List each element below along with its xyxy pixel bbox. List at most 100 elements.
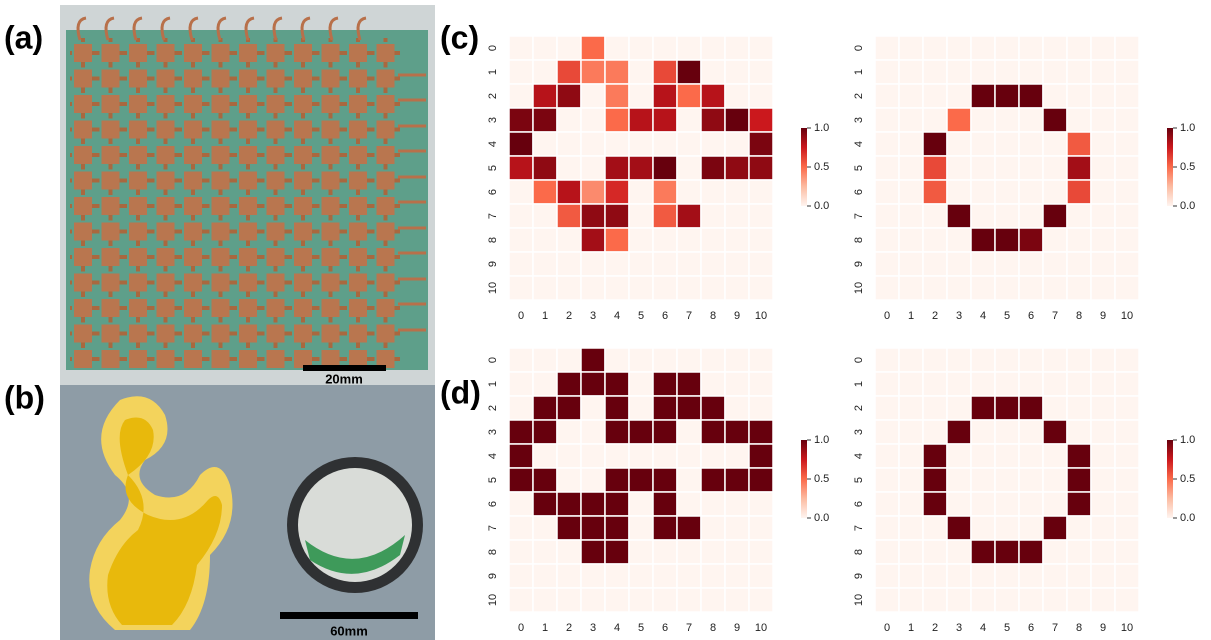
heatmap-cell bbox=[533, 492, 557, 516]
heatmap-cell bbox=[1067, 204, 1091, 228]
heatmap-cell bbox=[629, 228, 653, 252]
heatmap-cell bbox=[677, 276, 701, 300]
heatmap-cell bbox=[971, 348, 995, 372]
heatmap-cell bbox=[923, 180, 947, 204]
heatmap-cell bbox=[509, 540, 533, 564]
heatmap-cell bbox=[971, 468, 995, 492]
heatmap-cell bbox=[923, 372, 947, 396]
heatmap-cell bbox=[995, 396, 1019, 420]
heatmap-cell bbox=[1067, 372, 1091, 396]
heatmap-cell bbox=[533, 36, 557, 60]
heatmap-cell bbox=[725, 372, 749, 396]
heatmap-cell bbox=[509, 516, 533, 540]
heatmap-cell bbox=[605, 276, 629, 300]
heatmap-cell bbox=[899, 372, 923, 396]
heatmap-cell bbox=[923, 444, 947, 468]
heatmap-cell bbox=[533, 84, 557, 108]
heatmap-cell bbox=[701, 132, 725, 156]
heatmap-cell bbox=[509, 36, 533, 60]
heatmap-cell bbox=[923, 348, 947, 372]
heatmap-cell bbox=[899, 540, 923, 564]
colorbar-tick-label: 0.5 bbox=[814, 473, 829, 485]
heatmap-cell bbox=[629, 252, 653, 276]
heatmap-cell bbox=[533, 108, 557, 132]
heatmap-cell bbox=[923, 420, 947, 444]
heatmap-cell bbox=[947, 132, 971, 156]
heatmap-cell bbox=[749, 180, 773, 204]
heatmap-cell bbox=[1115, 228, 1139, 252]
heatmap-cell bbox=[557, 108, 581, 132]
x-tick-label: 9 bbox=[1100, 622, 1106, 634]
heatmap-cell bbox=[557, 372, 581, 396]
heatmap-cell bbox=[923, 540, 947, 564]
heatmap-cell bbox=[533, 564, 557, 588]
heatmap-cell bbox=[677, 420, 701, 444]
heatmap-cell bbox=[899, 588, 923, 612]
heatmap-cell bbox=[875, 492, 899, 516]
y-tick-label: 4 bbox=[853, 453, 865, 459]
heatmap-cell bbox=[1067, 492, 1091, 516]
heatmap-cell bbox=[947, 60, 971, 84]
heatmap-cell bbox=[1043, 276, 1067, 300]
heatmap-cell bbox=[1043, 372, 1067, 396]
heatmap-cell bbox=[677, 180, 701, 204]
y-tick-label: 10 bbox=[853, 282, 865, 294]
heatmap-cell bbox=[923, 588, 947, 612]
heatmap-cell bbox=[605, 156, 629, 180]
heatmap-cell bbox=[725, 84, 749, 108]
heatmap-cell bbox=[653, 84, 677, 108]
heatmap-cell bbox=[557, 204, 581, 228]
heatmap-cell bbox=[899, 444, 923, 468]
heatmap-cell bbox=[509, 180, 533, 204]
heatmap-cell bbox=[1115, 588, 1139, 612]
heatmap-cell bbox=[557, 468, 581, 492]
heatmap-cell bbox=[923, 276, 947, 300]
heatmap-cell bbox=[581, 492, 605, 516]
heatmap-cell bbox=[875, 588, 899, 612]
heatmap-cell bbox=[899, 156, 923, 180]
heatmap-cell bbox=[1115, 396, 1139, 420]
heatmap-cell bbox=[677, 492, 701, 516]
colorbar-tick-label: 0.0 bbox=[814, 512, 829, 524]
heatmap-cell bbox=[971, 420, 995, 444]
heatmap-cell bbox=[653, 276, 677, 300]
y-tick-label: 8 bbox=[487, 549, 499, 555]
heatmap-cell bbox=[605, 420, 629, 444]
heatmap-cell bbox=[581, 156, 605, 180]
heatmap-cell bbox=[653, 420, 677, 444]
x-tick-label: 8 bbox=[710, 622, 716, 634]
heatmap-cell bbox=[1019, 420, 1043, 444]
colorbar-tick-label: 0.0 bbox=[1180, 512, 1195, 524]
x-tick-label: 3 bbox=[956, 310, 962, 322]
heatmap-cell bbox=[875, 180, 899, 204]
heatmap-cell bbox=[1091, 36, 1115, 60]
heatmap-cell bbox=[947, 588, 971, 612]
colorbar-tick-label: 0.5 bbox=[814, 161, 829, 173]
heatmap-cell bbox=[1115, 372, 1139, 396]
heatmap-cell bbox=[875, 372, 899, 396]
y-tick-label: 10 bbox=[853, 594, 865, 606]
heatmap-cell bbox=[509, 564, 533, 588]
heatmap-cell bbox=[509, 492, 533, 516]
heatmap-cell bbox=[509, 372, 533, 396]
heatmap-cell bbox=[995, 372, 1019, 396]
heatmap-cell bbox=[971, 396, 995, 420]
heatmap-cell bbox=[1067, 396, 1091, 420]
heatmap-cell bbox=[605, 444, 629, 468]
heatmap-cell bbox=[995, 516, 1019, 540]
x-tick-label: 8 bbox=[1076, 622, 1082, 634]
heatmap-cell bbox=[923, 60, 947, 84]
heatmap-cell bbox=[701, 540, 725, 564]
heatmap-cell bbox=[1067, 84, 1091, 108]
heatmap-cell bbox=[971, 84, 995, 108]
heatmap-cell bbox=[533, 372, 557, 396]
heatmap-cell bbox=[995, 180, 1019, 204]
heatmap-cell bbox=[749, 156, 773, 180]
heatmap-cell bbox=[629, 444, 653, 468]
heatmap-cell bbox=[1067, 156, 1091, 180]
heatmap-cell bbox=[1091, 396, 1115, 420]
heatmap-cell bbox=[557, 588, 581, 612]
heatmap-cell bbox=[557, 180, 581, 204]
heatmap-cell bbox=[1115, 36, 1139, 60]
y-tick-label: 3 bbox=[853, 429, 865, 435]
